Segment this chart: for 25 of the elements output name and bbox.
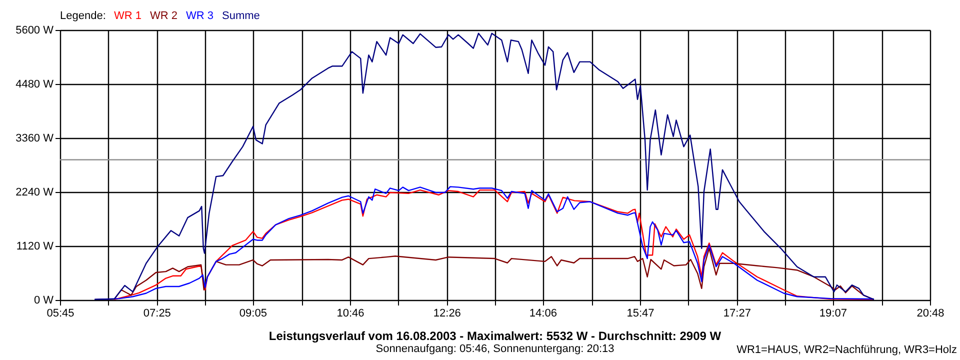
text: WR 3 (186, 10, 214, 22)
y-tick-label: 2240 W (16, 186, 54, 198)
x-tick-label: 20:48 (916, 308, 944, 320)
x-tick-label: 07:25 (143, 308, 171, 320)
y-tick-label: 4480 W (16, 78, 54, 90)
text: Summe (222, 10, 260, 22)
y-tick-label: 5600 W (16, 24, 54, 36)
x-tick-label: 14:06 (529, 308, 557, 320)
x-tick-label: 15:47 (626, 308, 654, 320)
x-tick-label: 05:45 (46, 308, 74, 320)
x-tick-label: 17:27 (723, 308, 751, 320)
legend-title: Legende: (60, 10, 106, 22)
y-tick-label: 3360 W (16, 132, 54, 144)
y-tick-label: 0 W (34, 294, 54, 306)
line-series (94, 32, 875, 300)
text: WR 2 (150, 10, 178, 22)
x-tick-label: 19:07 (819, 308, 847, 320)
text: WR 1 (114, 10, 142, 22)
text: Leistungsverlauf vom 16.08.2003 - Maximalwert: 5532 W - Durchschnitt: 2909 W (268, 329, 722, 343)
x-tick-label: 12:26 (433, 308, 461, 320)
text: Sonnenaufgang: 05:46, Sonnenuntergang: 20:13 (376, 343, 614, 355)
x-tick-label: 10:46 (336, 308, 364, 320)
text: WR1=HAUS, WR2=Nachführung, WR3=Holz (736, 344, 957, 356)
y-tick-label: 1120 W (16, 240, 54, 252)
x-tick-label: 09:05 (239, 308, 267, 320)
